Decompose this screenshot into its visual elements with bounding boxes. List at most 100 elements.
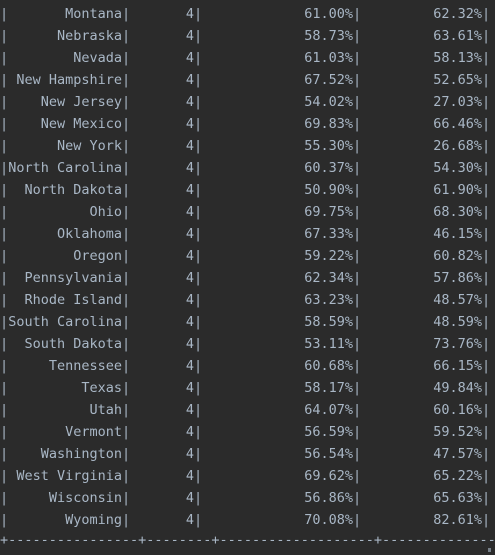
- count-cell: 4: [185, 6, 194, 22]
- column-separator: |: [482, 446, 491, 462]
- percent-cell-2: 54.30%: [433, 160, 482, 176]
- percent-cell-2: 60.82%: [433, 248, 482, 264]
- percent-cell-2: 66.46%: [433, 116, 482, 132]
- column-separator: |: [194, 182, 203, 198]
- percent-cell-1: 58.17%: [304, 380, 353, 396]
- column-separator: |: [482, 116, 491, 132]
- column-separator: |: [353, 424, 362, 440]
- percent-cell-1: 69.75%: [304, 204, 353, 220]
- state-cell: New Jersey: [40, 94, 122, 110]
- percent-cell-1: 60.37%: [304, 160, 353, 176]
- column-separator: |: [0, 72, 9, 88]
- state-cell: Utah: [89, 402, 122, 418]
- column-separator: |: [353, 94, 362, 110]
- column-separator: |: [482, 380, 491, 396]
- column-separator: |: [353, 116, 362, 132]
- column-separator: |: [122, 6, 131, 22]
- count-cell: 4: [185, 424, 194, 440]
- percent-cell-2: 52.65%: [433, 72, 482, 88]
- percent-cell-1: 69.83%: [304, 116, 353, 132]
- column-separator: |: [194, 116, 203, 132]
- column-separator: |: [353, 138, 362, 154]
- column-separator: |: [353, 490, 362, 506]
- count-cell: 4: [185, 160, 194, 176]
- table-row: | | | | | Texas 4 58.17% 49.84%: [0, 377, 495, 399]
- percent-cell-1: 67.33%: [304, 226, 353, 242]
- column-separator: |: [194, 424, 203, 440]
- column-separator: |: [194, 402, 203, 418]
- column-separator: |: [0, 424, 9, 440]
- column-separator: |: [194, 468, 203, 484]
- column-separator: |: [194, 204, 203, 220]
- column-separator: |: [482, 292, 491, 308]
- column-separator: |: [482, 402, 491, 418]
- column-separator: |: [482, 336, 491, 352]
- count-cell: 4: [185, 468, 194, 484]
- column-separator: |: [122, 380, 131, 396]
- column-separator: |: [194, 94, 203, 110]
- percent-cell-1: 61.03%: [304, 50, 353, 66]
- column-separator: |: [0, 6, 9, 22]
- table-row: | | | | | North Carolina 4 60.37% 54.30%: [0, 157, 495, 179]
- column-separator: |: [122, 72, 131, 88]
- percent-cell-2: 58.13%: [433, 50, 482, 66]
- percent-cell-1: 58.73%: [304, 28, 353, 44]
- column-separator: |: [194, 490, 203, 506]
- column-separator: |: [353, 468, 362, 484]
- count-cell: 4: [185, 248, 194, 264]
- count-cell: 4: [185, 50, 194, 66]
- column-separator: |: [353, 270, 362, 286]
- column-separator: |: [0, 270, 9, 286]
- table-row: | | | | | Ohio 4 69.75% 68.30%: [0, 201, 495, 223]
- column-separator: |: [122, 314, 131, 330]
- column-separator: |: [0, 314, 9, 330]
- column-separator: |: [122, 490, 131, 506]
- table-row: | | | | | Vermont 4 56.59% 59.52%: [0, 421, 495, 443]
- column-separator: |: [353, 226, 362, 242]
- state-cell: Vermont: [65, 424, 122, 440]
- column-separator: |: [122, 50, 131, 66]
- column-separator: |: [482, 248, 491, 264]
- column-separator: |: [122, 94, 131, 110]
- column-separator: |: [194, 270, 203, 286]
- column-separator: |: [353, 204, 362, 220]
- table-row: | | | | | New Jersey 4 54.02% 27.03%: [0, 91, 495, 113]
- table-row: | | | | | Rhode Island 4 63.23% 48.57%: [0, 289, 495, 311]
- table-row: | | | | | Oklahoma 4 67.33% 46.15%: [0, 223, 495, 245]
- column-separator: |: [122, 424, 131, 440]
- column-separator: |: [353, 248, 362, 264]
- column-separator: |: [122, 446, 131, 462]
- column-separator: |: [194, 380, 203, 396]
- column-separator: |: [122, 28, 131, 44]
- state-cell: Nevada: [73, 50, 122, 66]
- percent-cell-2: 48.59%: [433, 314, 482, 330]
- percent-cell-2: 57.86%: [433, 270, 482, 286]
- column-separator: |: [122, 204, 131, 220]
- column-separator: |: [194, 358, 203, 374]
- column-separator: |: [122, 336, 131, 352]
- table-row: | | | | | New Mexico 4 69.83% 66.46%: [0, 113, 495, 135]
- column-separator: |: [194, 160, 203, 176]
- column-separator: |: [0, 182, 9, 198]
- column-separator: |: [353, 512, 362, 528]
- table-row: | | | | | New Hampshire 4 67.52% 52.65%: [0, 69, 495, 91]
- column-separator: |: [482, 160, 491, 176]
- count-cell: 4: [185, 336, 194, 352]
- state-cell: Pennsylvania: [24, 270, 122, 286]
- column-separator: |: [194, 512, 203, 528]
- column-separator: |: [122, 182, 131, 198]
- column-separator: |: [122, 402, 131, 418]
- column-separator: |: [194, 446, 203, 462]
- table-row: | | | | | South Carolina 4 58.59% 48.59%: [0, 311, 495, 333]
- column-separator: |: [482, 182, 491, 198]
- column-separator: |: [122, 270, 131, 286]
- percent-cell-2: 26.68%: [433, 138, 482, 154]
- count-cell: 4: [185, 116, 194, 132]
- column-separator: |: [353, 358, 362, 374]
- state-cell: Wisconsin: [48, 490, 122, 506]
- table-row: | | | | | West Virginia 4 69.62% 65.22%: [0, 465, 495, 487]
- percent-cell-1: 56.54%: [304, 446, 353, 462]
- percent-cell-2: 59.52%: [433, 424, 482, 440]
- state-cell: New Hampshire: [16, 72, 122, 88]
- table-row: | | | | | South Dakota 4 53.11% 73.76%: [0, 333, 495, 355]
